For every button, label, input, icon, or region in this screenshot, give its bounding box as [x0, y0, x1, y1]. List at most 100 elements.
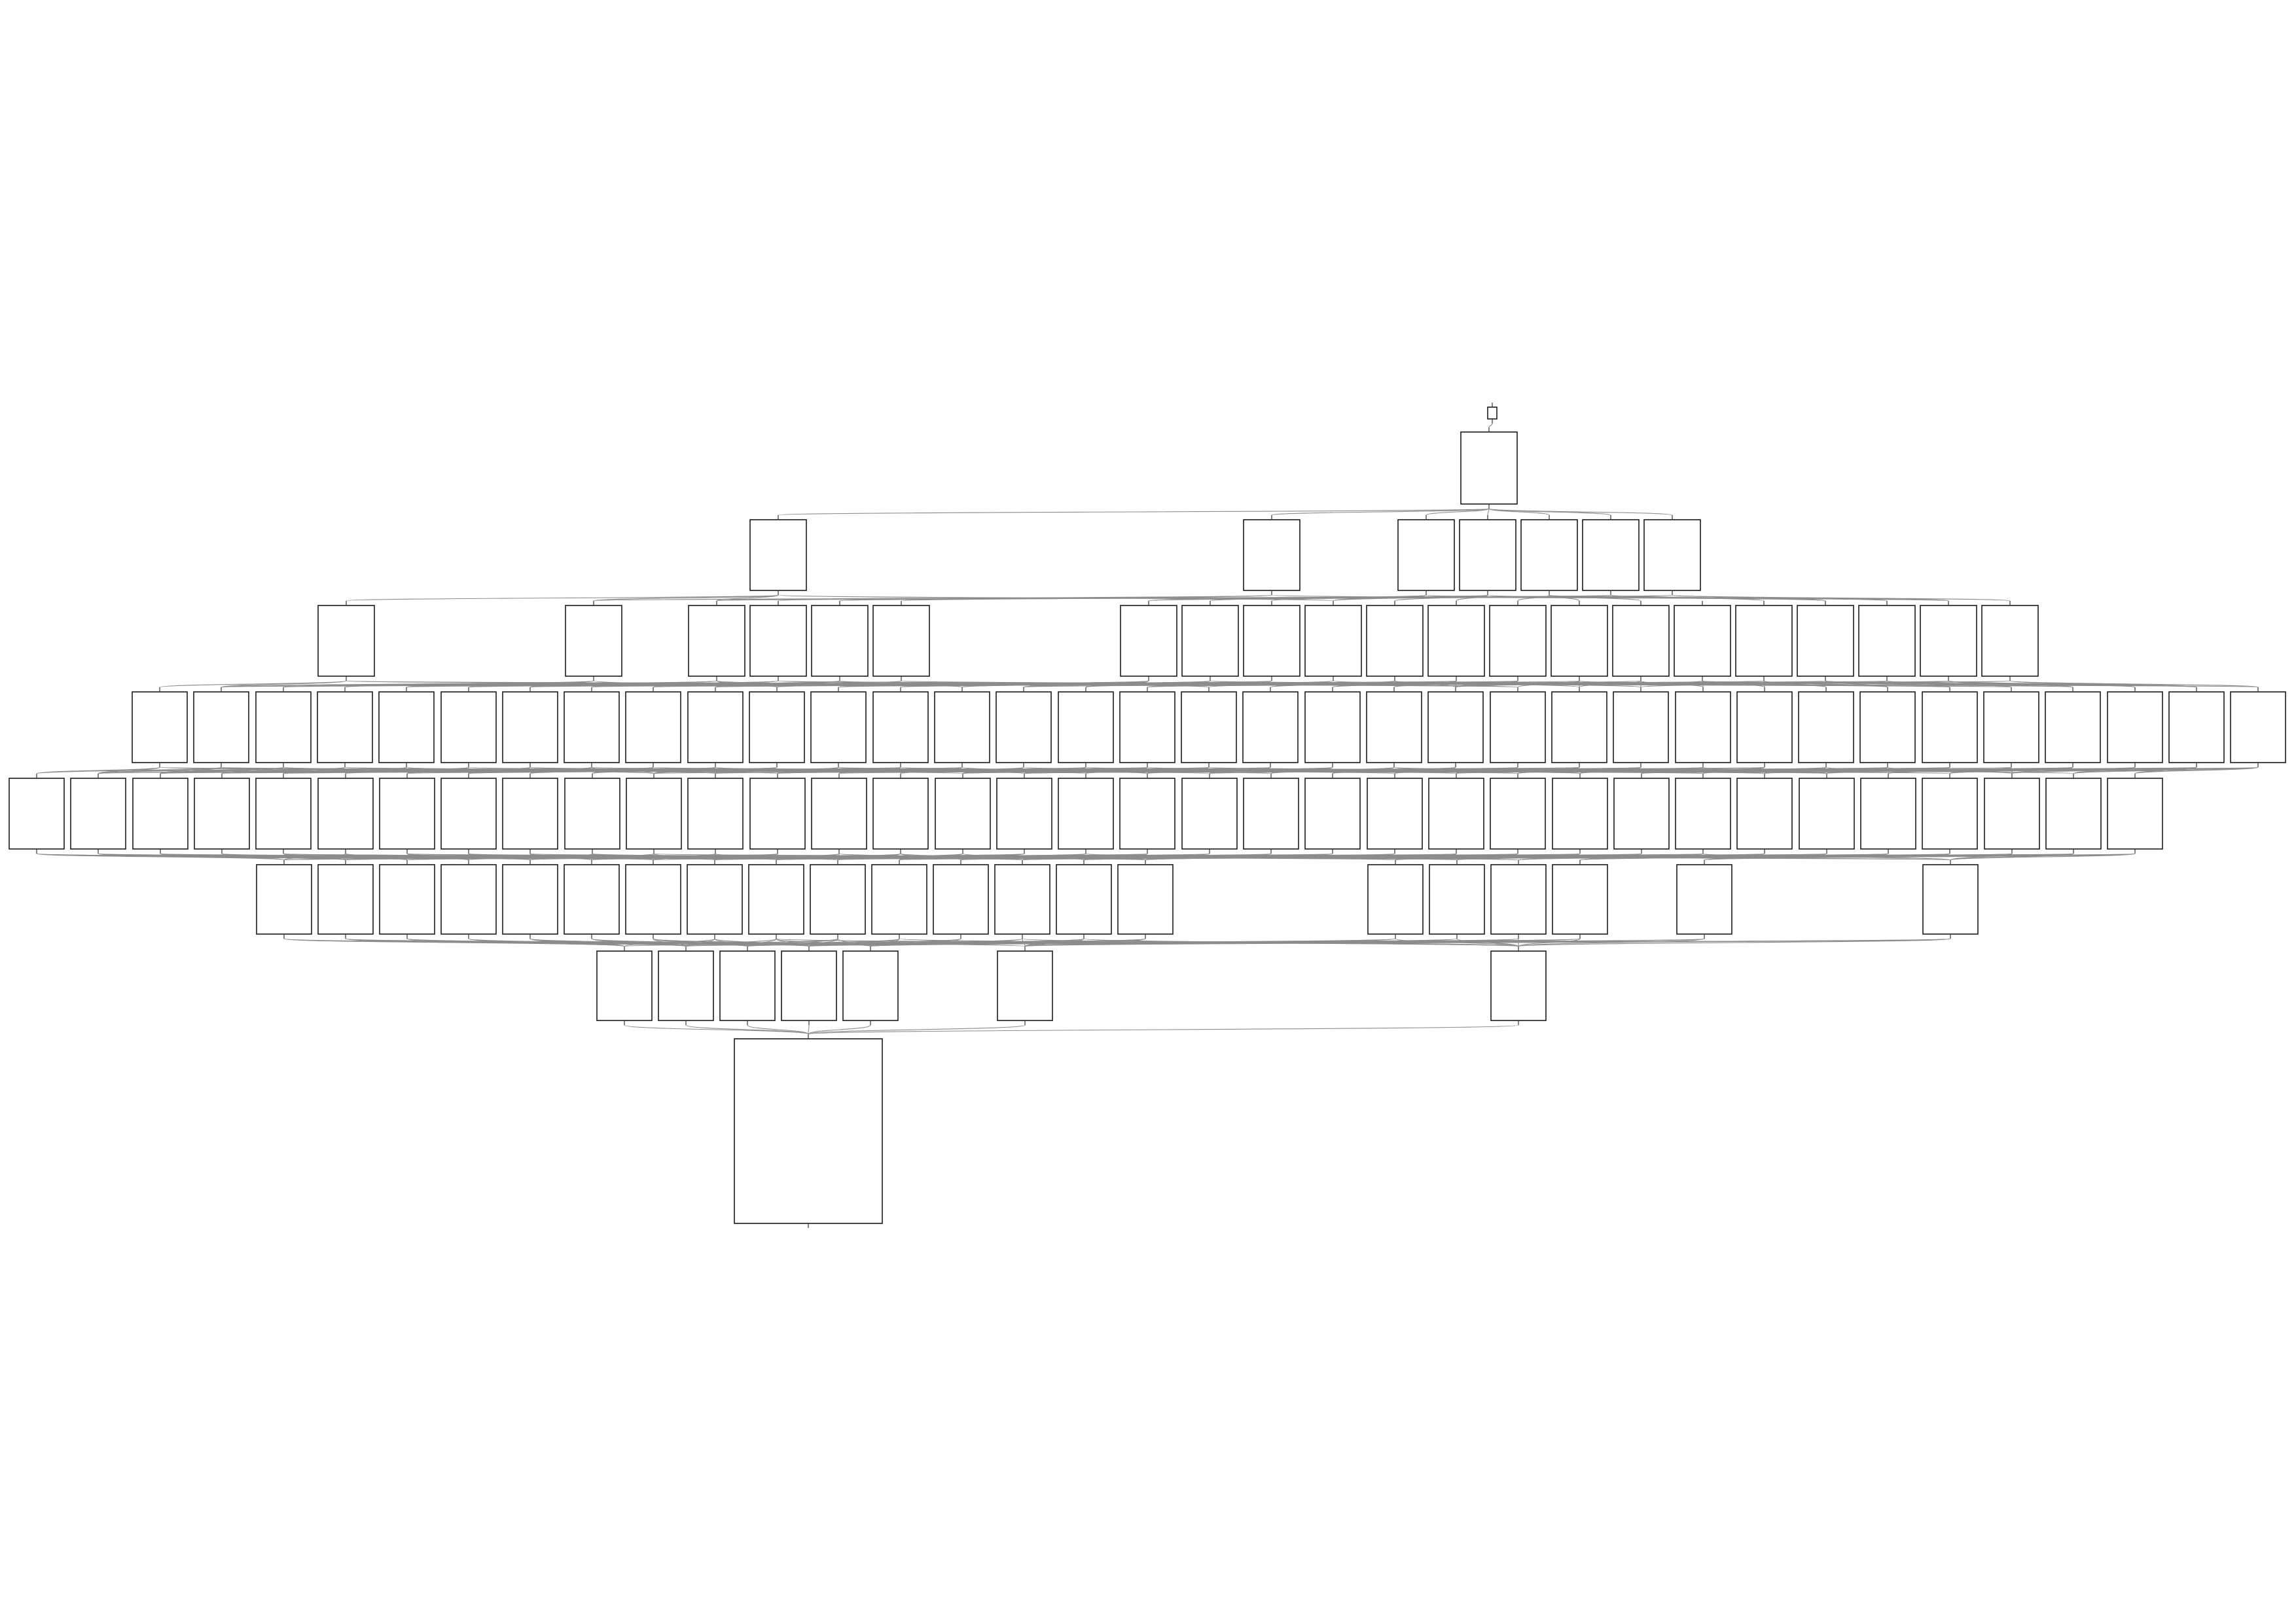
- matrix-frame: [1304, 691, 1361, 763]
- matrix-node: [2045, 687, 2101, 767]
- lattice-edge: [1672, 594, 1949, 602]
- matrix-frame: [1922, 691, 1978, 763]
- matrix-node: [935, 774, 991, 854]
- matrix-frame: [810, 691, 867, 763]
- matrix-node: [1304, 687, 1361, 767]
- matrix-frame: [872, 691, 929, 763]
- lattice-edge: [1704, 853, 2136, 861]
- matrix-frame: [1920, 605, 1977, 677]
- matrix-node: [1643, 515, 1701, 595]
- matrix-node: [934, 687, 990, 767]
- lattice-edge: [1488, 508, 1673, 516]
- matrix-node: [1181, 601, 1239, 681]
- matrix-frame: [564, 691, 620, 763]
- matrix-node: [1860, 774, 1916, 854]
- matrix-frame: [1489, 605, 1547, 677]
- matrix-frame: [1058, 778, 1114, 850]
- matrix-frame: [132, 691, 188, 763]
- matrix-node: [1552, 774, 1608, 854]
- matrix-frame: [2230, 691, 2286, 763]
- matrix-frame: [2107, 691, 2163, 763]
- matrix-node: [132, 774, 188, 854]
- matrix-frame: [1490, 691, 1546, 763]
- matrix-frame: [1643, 519, 1701, 591]
- matrix-node: [1798, 687, 1854, 767]
- matrix-node: [1366, 687, 1422, 767]
- matrix-frame: [688, 605, 745, 677]
- matrix-node: [317, 774, 374, 854]
- matrix-frame: [934, 691, 990, 763]
- matrix-node: [1304, 774, 1361, 854]
- lattice-edge: [1518, 938, 1705, 947]
- matrix-node: [1243, 601, 1300, 681]
- matrix-node: [1799, 774, 1855, 854]
- matrix-frame: [1427, 691, 1484, 763]
- lattice-edge: [1517, 594, 1550, 602]
- matrix-node: [749, 687, 805, 767]
- matrix-node: [1520, 515, 1578, 595]
- matrix-node: [1181, 774, 1238, 854]
- matrix-node: [1797, 601, 1854, 681]
- matrix-frame: [1243, 605, 1300, 677]
- lattice-edge: [1023, 680, 2011, 688]
- matrix-frame: [379, 778, 435, 850]
- lattice-edge: [593, 594, 779, 602]
- matrix-node: [1612, 601, 1670, 681]
- matrix-node: [1551, 687, 1607, 767]
- matrix-frame: [1181, 605, 1239, 677]
- matrix-node: [1459, 515, 1516, 595]
- matrix-frame: [1797, 605, 1854, 677]
- matrix-node: [1735, 601, 1793, 681]
- matrix-frame: [687, 778, 744, 850]
- matrix-node: [1181, 687, 1237, 767]
- matrix-frame: [1798, 691, 1854, 763]
- matrix-node: [1582, 515, 1640, 595]
- lattice-edge: [98, 767, 1148, 774]
- lattice-edge: [1487, 508, 1490, 516]
- matrix-node: [440, 687, 497, 767]
- matrix-frame: [1552, 778, 1608, 850]
- lattice-edge: [160, 853, 285, 861]
- matrix-node: [2107, 687, 2163, 767]
- matrix-node: [2168, 687, 2225, 767]
- matrix-node: [810, 687, 867, 767]
- matrix-frame: [872, 605, 930, 677]
- matrix-frame: [1366, 605, 1424, 677]
- matrix-frame: [1367, 778, 1423, 850]
- matrix-frame: [1120, 605, 1177, 677]
- lattice-edge: [624, 938, 715, 947]
- matrix-frame: [1304, 778, 1361, 850]
- lattice-edge: [808, 938, 1951, 947]
- matrix-frame: [255, 778, 312, 850]
- matrix-frame: [872, 778, 929, 850]
- lattice-edge: [1488, 423, 1493, 428]
- matrix-frame: [996, 691, 1052, 763]
- matrix-frame: [1428, 778, 1484, 850]
- matrix-node: [1490, 774, 1546, 854]
- matrix-node: [626, 774, 682, 854]
- matrix-frame: [1427, 605, 1485, 677]
- matrix-node: [1304, 601, 1362, 681]
- edge-layer: [36, 423, 2259, 1035]
- lattice-edge: [283, 853, 346, 861]
- matrix-frame: [749, 519, 807, 591]
- lattice-edge: [808, 1024, 1519, 1035]
- matrix-node: [194, 774, 250, 854]
- matrix-node: [1242, 687, 1299, 767]
- lattice-edge: [1518, 938, 1951, 947]
- matrix-frame: [2168, 691, 2225, 763]
- lattice-edge: [685, 1024, 809, 1035]
- matrix-frame: [749, 778, 806, 850]
- matrix-frame: [1981, 605, 2039, 677]
- matrix-node: [1613, 774, 1670, 854]
- matrix-node: [1859, 687, 1916, 767]
- matrix-frame: [9, 778, 65, 850]
- matrix-frame: [1859, 691, 1916, 763]
- matrix-node: [625, 687, 681, 767]
- matrix-frame: [749, 691, 805, 763]
- matrix-frame: [1366, 691, 1422, 763]
- matrix-frame: [1582, 519, 1640, 591]
- matrix-node: [1858, 601, 1916, 681]
- lattice-edge: [808, 1024, 810, 1035]
